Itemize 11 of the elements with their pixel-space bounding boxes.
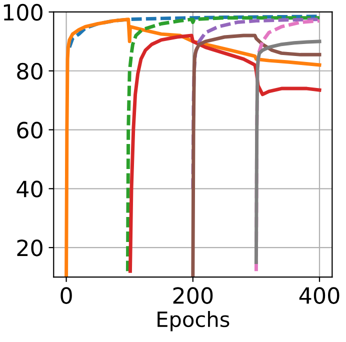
y-tick-label: 20 [17,240,42,256]
x-tick-label: 0 [60,287,72,304]
line-series [191,34,322,278]
x-tick-label: 400 [299,287,340,304]
y-tick-label: 60 [17,122,42,139]
y-tick-label: 100 [4,4,42,21]
y-tick-label: 40 [16,180,42,198]
x-tick-label: 200 [173,287,213,304]
line-series [64,18,322,278]
y-tick-label: 80 [17,62,42,80]
x-axis-title: Epochs [158,311,230,332]
